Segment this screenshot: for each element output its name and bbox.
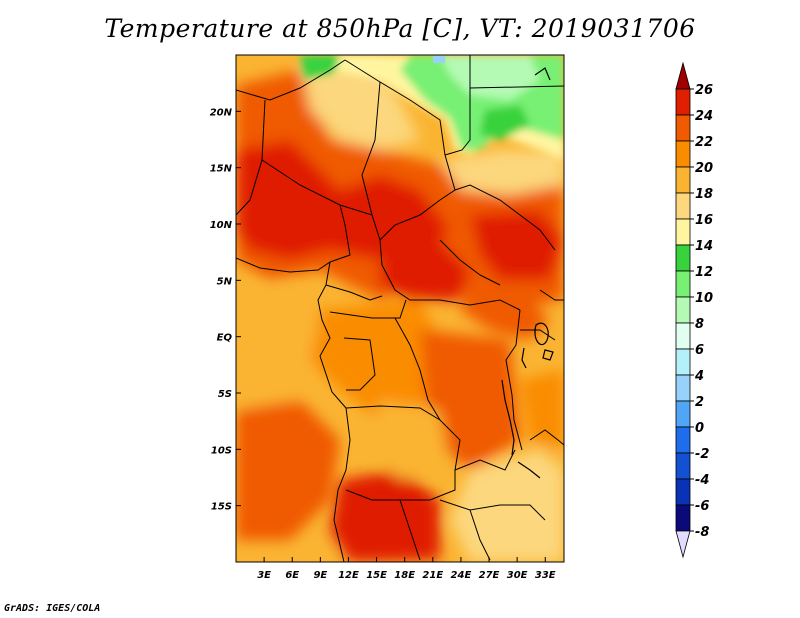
colorbar-segment: [675, 296, 691, 324]
colorbar-label: 10: [695, 291, 713, 306]
colorbar-segment: [675, 400, 691, 428]
x-tick-label: 15E: [366, 570, 387, 581]
colorbar-segment: [675, 140, 691, 168]
colorbar-label: 2: [695, 395, 704, 410]
colorbar-label: -8: [695, 525, 709, 540]
colorbar-label: 18: [695, 187, 713, 202]
x-tick-label: 3E: [257, 570, 271, 581]
x-tick-label: 33E: [535, 570, 556, 581]
x-tick-label: 21E: [422, 570, 443, 581]
colorbar-label: 6: [695, 343, 704, 358]
y-tick-label: 10S: [211, 445, 232, 456]
y-tick-label: 5N: [217, 276, 233, 287]
colorbar-label: 8: [695, 317, 704, 332]
colorbar-label: 4: [694, 369, 704, 384]
longitude-axis: 3E 6E 9E 12E 15E 18E 21E 24E 27E 30E 33E: [257, 557, 556, 581]
colorbar-label: 0: [695, 421, 704, 436]
y-tick-label: 5S: [218, 389, 232, 400]
colorbar-label: -6: [695, 499, 709, 514]
colorbar-segment: [675, 270, 691, 298]
colorbar-segment: [675, 114, 691, 142]
colorbar-label: 16: [695, 213, 713, 228]
map-frame: [235, 54, 565, 563]
colorbar-segment: [675, 218, 691, 246]
y-tick-label: 15N: [210, 164, 233, 175]
colorbar-segment: [675, 166, 691, 194]
x-tick-label: 18E: [394, 570, 415, 581]
y-tick-label: EQ: [217, 333, 233, 344]
colorbar-segment: [675, 348, 691, 376]
colorbar-segment: [675, 244, 691, 272]
x-tick-label: 27E: [479, 570, 500, 581]
colorbar-segment: [675, 374, 691, 402]
colorbar-label: 20: [695, 161, 713, 176]
y-tick-label: 15S: [211, 502, 232, 513]
colorbar-label: -4: [695, 473, 709, 488]
temperature-field: [236, 55, 564, 562]
x-tick-label: 24E: [451, 570, 472, 581]
x-tick-label: 6E: [285, 570, 299, 581]
latitude-axis: 20N 15N 10N 5N EQ 5S 10S 15S: [210, 107, 241, 513]
colorbar-segment: [675, 478, 691, 506]
y-tick-label: 20N: [210, 107, 233, 118]
colorbar-label: 22: [695, 135, 713, 150]
colorbar-segment: [675, 192, 691, 220]
colorbar-label: 14: [695, 239, 713, 254]
colorbar-label: 24: [695, 109, 713, 124]
x-tick-label: 30E: [507, 570, 528, 581]
x-tick-label: 12E: [338, 570, 359, 581]
y-tick-label: 10N: [210, 220, 233, 231]
colorbar-segment: [675, 322, 691, 350]
colorbar-top-arrow: [675, 61, 691, 90]
colorbar-segment: [675, 426, 691, 454]
colorbar-bottom-arrow: [675, 530, 691, 559]
colorbar-label: 26: [695, 83, 713, 98]
colorbar-label: 12: [695, 265, 713, 280]
lakes: [501, 67, 554, 479]
country-borders: [236, 55, 564, 562]
colorbar-segment: [675, 504, 691, 532]
footer-credit: GrADS: IGES/COLA: [4, 603, 101, 614]
colorbar-label: -2: [695, 447, 709, 462]
map-title: Temperature at 850hPa [C], VT: 201903170…: [104, 14, 696, 43]
colorbar-segment: [675, 452, 691, 480]
x-tick-label: 9E: [313, 570, 327, 581]
colorbar-segment: [675, 88, 691, 116]
